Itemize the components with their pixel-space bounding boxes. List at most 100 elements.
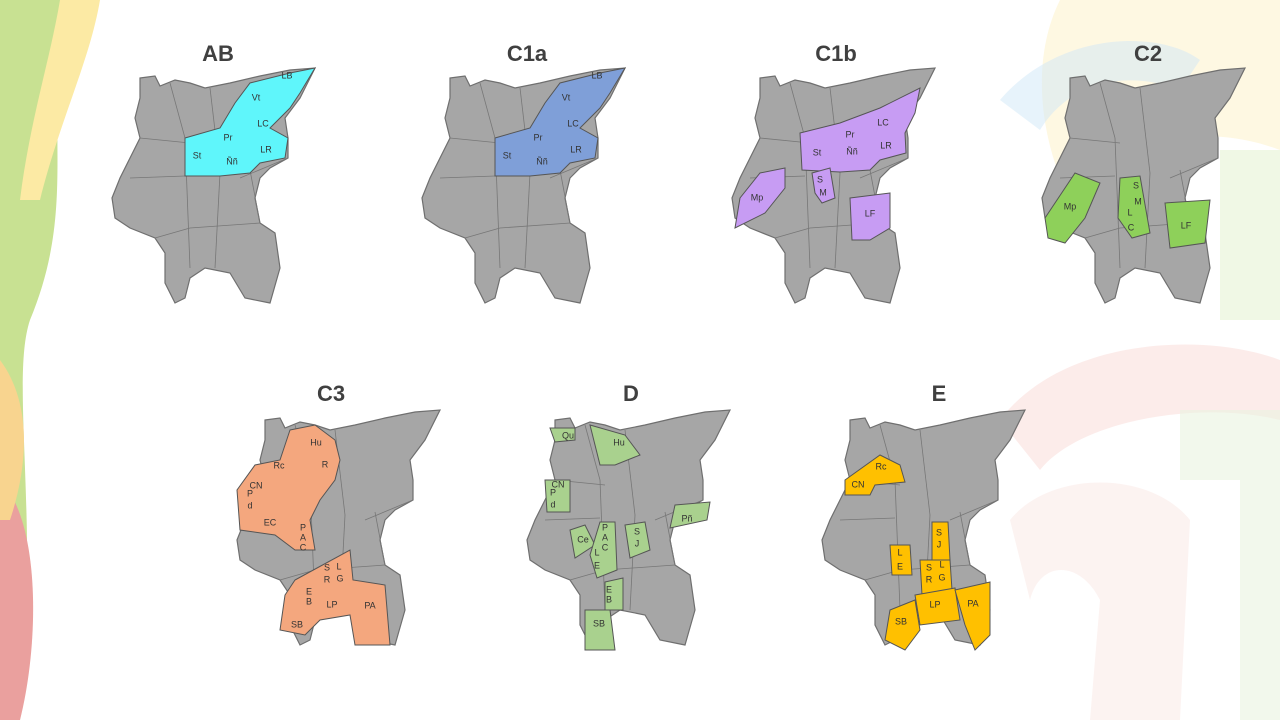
district-label: LR xyxy=(260,144,272,154)
district-label: SB xyxy=(593,618,605,628)
district-label: R xyxy=(324,574,331,584)
district-border xyxy=(1114,137,1121,269)
district-label: E xyxy=(897,561,903,571)
district-border xyxy=(919,429,931,516)
district-label: Ññ xyxy=(226,156,238,166)
district-label: B xyxy=(606,594,612,604)
district-border xyxy=(479,82,496,139)
district-label: LB xyxy=(591,70,602,80)
district-border xyxy=(189,222,261,229)
district-border xyxy=(499,222,571,229)
district-label: LB xyxy=(281,70,292,80)
panel-title: D xyxy=(623,381,639,406)
highlighted-district xyxy=(849,192,891,241)
district-label: B xyxy=(306,596,312,606)
district-border xyxy=(464,227,501,239)
district-label: St xyxy=(503,150,512,160)
district-border xyxy=(1099,82,1116,139)
district-label: M xyxy=(1134,196,1142,206)
highlighted-district xyxy=(624,521,651,559)
district-border xyxy=(774,227,811,239)
district-label: Hu xyxy=(613,437,625,447)
district-label: C xyxy=(300,542,307,552)
district-label: P xyxy=(300,522,306,532)
district-border xyxy=(239,157,289,179)
district-label: Vt xyxy=(562,92,571,102)
highlighted-district xyxy=(734,167,786,229)
district-label: Rc xyxy=(876,461,887,471)
district-label: Ññ xyxy=(536,156,548,166)
district-label: d xyxy=(550,499,555,509)
district-border xyxy=(374,511,386,566)
district-border xyxy=(334,429,346,516)
highlighted-district xyxy=(844,454,906,496)
district-border xyxy=(559,169,571,224)
district-label: Hu xyxy=(310,437,322,447)
district-label: C xyxy=(1128,222,1135,232)
district-label: L xyxy=(594,547,599,557)
highlighted-district xyxy=(604,577,624,611)
district-border xyxy=(169,82,186,139)
district-label: R xyxy=(926,574,933,584)
district-label: LC xyxy=(257,118,269,128)
district-border xyxy=(439,175,496,179)
district-label: LR xyxy=(570,144,582,154)
district-border xyxy=(584,424,601,481)
highlighted-district xyxy=(1117,175,1151,239)
highlighted-district xyxy=(884,599,921,651)
district-label: E xyxy=(306,586,312,596)
district-label: S xyxy=(926,562,932,572)
district-label: A xyxy=(602,532,608,542)
district-label: S xyxy=(634,526,640,536)
district-border xyxy=(1069,137,1121,144)
district-label: EC xyxy=(264,517,277,527)
district-label: PA xyxy=(364,600,375,610)
district-label: Vt xyxy=(252,92,261,102)
highlighted-district xyxy=(889,544,913,576)
district-label: L xyxy=(336,561,341,571)
district-label: LR xyxy=(880,140,892,150)
district-label: P xyxy=(550,487,556,497)
district-label: J xyxy=(635,538,640,548)
highlighted-district xyxy=(799,87,921,173)
highlighted-district xyxy=(954,581,991,651)
district-border xyxy=(1139,87,1151,174)
district-label: E xyxy=(594,560,600,570)
panel-title: C3 xyxy=(317,381,345,406)
district-label: St xyxy=(193,150,202,160)
district-border xyxy=(214,172,221,269)
district-border xyxy=(859,157,909,179)
district-border xyxy=(1169,157,1219,179)
district-label: St xyxy=(813,147,822,157)
highlighted-district xyxy=(914,587,961,626)
district-border xyxy=(364,499,414,521)
district-border xyxy=(279,569,316,581)
district-label: J xyxy=(937,539,942,549)
district-label: Ññ xyxy=(846,146,858,156)
district-border xyxy=(129,175,186,179)
district-border xyxy=(524,172,531,269)
highlighted-district xyxy=(1044,172,1101,244)
district-label: M xyxy=(819,187,827,197)
district-label: CN xyxy=(852,479,865,489)
district-label: Pr xyxy=(224,132,233,142)
district-label: LF xyxy=(1181,220,1192,230)
district-label: A xyxy=(300,532,306,542)
district-label: C xyxy=(602,542,609,552)
district-label: LC xyxy=(567,118,579,128)
district-border xyxy=(839,517,896,521)
highlighted-district xyxy=(811,167,836,204)
district-label: G xyxy=(336,573,343,583)
panel-title: AB xyxy=(202,41,234,66)
district-label: P xyxy=(247,488,253,498)
highlighted-district xyxy=(236,424,341,551)
district-label: LF xyxy=(865,208,876,218)
district-label: Qu xyxy=(562,430,574,440)
district-label: S xyxy=(936,527,942,537)
district-border xyxy=(664,511,676,566)
